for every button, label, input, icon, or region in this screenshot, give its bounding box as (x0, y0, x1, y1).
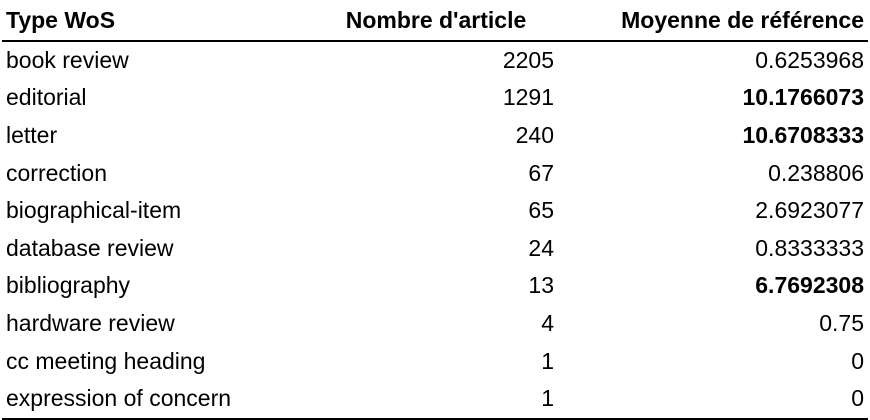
row-mean: 0.8333333 (755, 234, 864, 261)
table-row: biographical-item 65 2.6923077 (2, 192, 868, 230)
table-row: cc meeting heading 1 0 (2, 342, 868, 380)
row-mean: 6.7692308 (755, 272, 864, 299)
table-row: book review 2205 0.6253968 (2, 41, 868, 80)
row-count: 65 (528, 197, 554, 224)
row-type: expression of concern (2, 379, 314, 420)
row-mean: 0.6253968 (755, 46, 864, 73)
row-count: 240 (515, 122, 554, 149)
table-row: database review 24 0.8333333 (2, 230, 868, 268)
header-mean-reference: Moyenne de référence (558, 2, 868, 42)
row-count: 1 (541, 347, 554, 374)
header-article-count: Nombre d'article (314, 2, 558, 42)
row-count: 67 (528, 159, 554, 186)
row-mean: 10.6708333 (742, 122, 864, 149)
row-mean: 0 (851, 347, 864, 374)
row-mean: 0 (558, 379, 868, 420)
row-mean: 0.75 (819, 310, 864, 337)
table-row: hardware review 4 0.75 (2, 305, 868, 343)
row-count: 13 (528, 272, 554, 299)
table-row: correction 67 0.238806 (2, 154, 868, 192)
row-count: 1291 (502, 84, 554, 111)
row-type: cc meeting heading (6, 347, 206, 374)
row-count: 24 (528, 234, 554, 261)
table-row: editorial 1291 10.1766073 (2, 79, 868, 117)
row-count: 2205 (502, 46, 554, 73)
row-type: book review (6, 46, 129, 73)
row-count: 4 (541, 310, 554, 337)
table-header-row: Type WoS Nombre d'article Moyenne de réf… (2, 2, 868, 42)
row-mean: 0.238806 (768, 159, 864, 186)
row-type: biographical-item (6, 197, 182, 224)
table-row: bibliography 13 6.7692308 (2, 267, 868, 305)
row-mean: 2.6923077 (755, 197, 864, 224)
row-type: hardware review (6, 310, 175, 337)
row-count: 1 (314, 379, 558, 420)
row-type: editorial (6, 84, 87, 111)
row-type: letter (6, 122, 58, 149)
row-type: correction (6, 159, 107, 186)
table-row: expression of concern 1 0 (2, 379, 868, 420)
table-row: letter 240 10.6708333 (2, 117, 868, 155)
header-type-wos: Type WoS (2, 2, 314, 42)
row-type: bibliography (6, 272, 131, 299)
row-type: database review (6, 234, 174, 261)
row-mean: 10.1766073 (742, 84, 864, 111)
